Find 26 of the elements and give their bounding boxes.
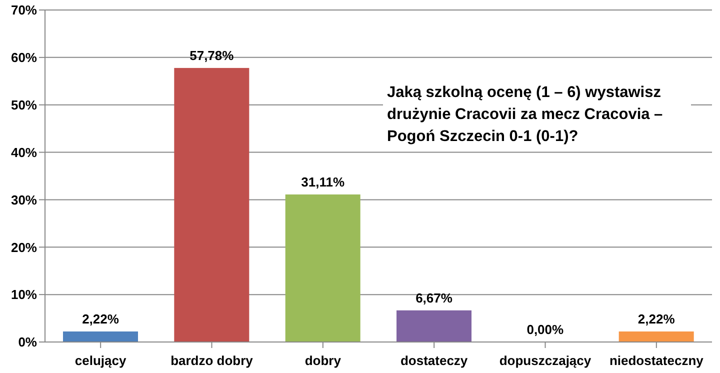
y-tick-label: 10% xyxy=(10,287,38,302)
y-tick-label: 0% xyxy=(18,334,38,350)
data-label: 2,22% xyxy=(638,311,676,326)
x-tick-label: dopuszczający xyxy=(499,353,592,368)
data-label: 31,11% xyxy=(301,174,345,190)
y-tick-label: 70% xyxy=(10,2,38,18)
data-label: 57,78% xyxy=(190,48,234,63)
x-tick-label: bardzo dobry xyxy=(170,353,254,368)
bar xyxy=(396,310,472,342)
bar xyxy=(618,331,694,342)
text: Jaką szkolną ocenę (1 – 6) wystawisz drużynie Cracovii za mecz Cracovia – Pogoń Szczecin 0-1 (0-1)? xyxy=(383,80,691,150)
y-tick-label: 60% xyxy=(10,50,38,66)
data-label: 6,67% xyxy=(416,290,453,306)
y-tick-label: 40% xyxy=(10,144,38,160)
y-tick-label: 50% xyxy=(10,97,38,112)
y-tick-label: 30% xyxy=(10,192,38,208)
data-label: 0,00% xyxy=(526,322,564,337)
x-tick-label: niedostateczny xyxy=(609,353,704,368)
bar xyxy=(63,331,138,342)
data-label: 2,22% xyxy=(82,311,120,326)
bar xyxy=(174,68,250,342)
x-tick-label: dobry xyxy=(304,353,342,368)
bar xyxy=(285,194,360,342)
x-tick-label: dostateczy xyxy=(400,353,468,368)
y-tick-label: 20% xyxy=(10,240,38,255)
x-tick-label: celujący xyxy=(74,353,128,368)
